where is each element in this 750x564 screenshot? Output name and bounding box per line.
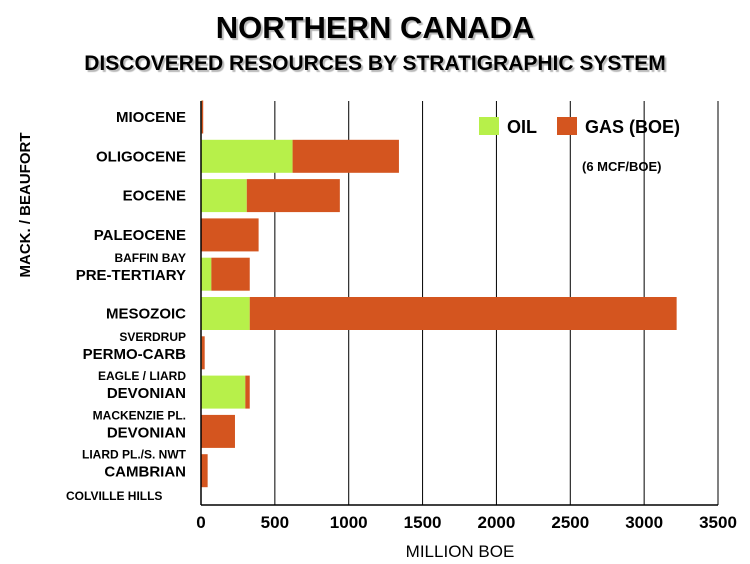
bar-oil bbox=[201, 179, 247, 213]
category-label: OLIGOCENE bbox=[96, 148, 186, 165]
category-label: CAMBRIAN bbox=[104, 464, 186, 481]
category-label: PERMO-CARB bbox=[83, 346, 186, 363]
x-tick-label: 2000 bbox=[478, 513, 516, 532]
bar-gas bbox=[245, 375, 250, 409]
category-label: MESOZOIC bbox=[106, 306, 186, 323]
x-tick-label: 3000 bbox=[625, 513, 663, 532]
bar-oil bbox=[201, 375, 246, 409]
bar-gas bbox=[201, 454, 208, 488]
category-label: EOCENE bbox=[123, 188, 186, 205]
bar-gas bbox=[211, 257, 250, 291]
bar-gas bbox=[201, 336, 205, 370]
bar-oil bbox=[201, 139, 293, 173]
bar-oil bbox=[201, 257, 212, 291]
category-label: PALEOCENE bbox=[94, 227, 186, 244]
x-tick-labels: 0 500 1000 1500 2000 2500 3000 3500 bbox=[196, 513, 737, 532]
legend-label-gas: GAS (BOE) bbox=[585, 117, 680, 137]
category-label: DEVONIAN bbox=[107, 424, 186, 441]
bar-gas bbox=[201, 100, 204, 134]
axes bbox=[200, 101, 718, 506]
y-axis-label: MACK. / BEAUFORT bbox=[17, 133, 34, 278]
bar-oil bbox=[201, 297, 250, 330]
chart-subtitle: DISCOVERED RESOURCES BY STRATIGRAPHIC SY… bbox=[84, 52, 666, 75]
region-label: MACKENZIE PL. bbox=[93, 408, 186, 422]
region-label: LIARD PL./S. NWT bbox=[82, 448, 187, 462]
legend-swatch-gas bbox=[557, 117, 577, 135]
region-label: SVERDRUP bbox=[119, 330, 186, 344]
x-tick-label: 500 bbox=[261, 513, 289, 532]
bars bbox=[201, 100, 677, 488]
bar-gas bbox=[249, 297, 677, 330]
x-tick-label: 3500 bbox=[699, 513, 737, 532]
legend-note: (6 MCF/BOE) bbox=[582, 159, 661, 174]
legend-swatch-oil bbox=[479, 117, 499, 135]
x-axis-label: MILLION BOE bbox=[406, 542, 515, 561]
bar-gas bbox=[201, 414, 235, 448]
category-label: PRE-TERTIARY bbox=[76, 267, 186, 284]
legend: OIL GAS (BOE) (6 MCF/BOE) bbox=[479, 117, 680, 174]
category-label: DEVONIAN bbox=[107, 385, 186, 402]
x-tick-label: 2500 bbox=[551, 513, 589, 532]
region-label: EAGLE / LIARD bbox=[98, 369, 186, 383]
legend-label-oil: OIL bbox=[507, 117, 537, 137]
x-tick-label: 0 bbox=[196, 513, 205, 532]
bar-gas bbox=[246, 179, 340, 213]
bar-gas bbox=[201, 218, 259, 252]
x-tick-label: 1000 bbox=[330, 513, 368, 532]
chart-title: NORTHERN CANADA bbox=[215, 10, 535, 45]
x-tick-label: 1500 bbox=[404, 513, 442, 532]
region-label-colville-hills: COLVILLE HILLS bbox=[66, 489, 162, 503]
category-label: MIOCENE bbox=[116, 109, 186, 126]
category-labels: MIOCENE OLIGOCENE EOCENE PALEOCENE BAFFIN BA… bbox=[76, 109, 187, 481]
region-label: BAFFIN BAY bbox=[114, 251, 186, 265]
bar-gas bbox=[292, 139, 399, 173]
